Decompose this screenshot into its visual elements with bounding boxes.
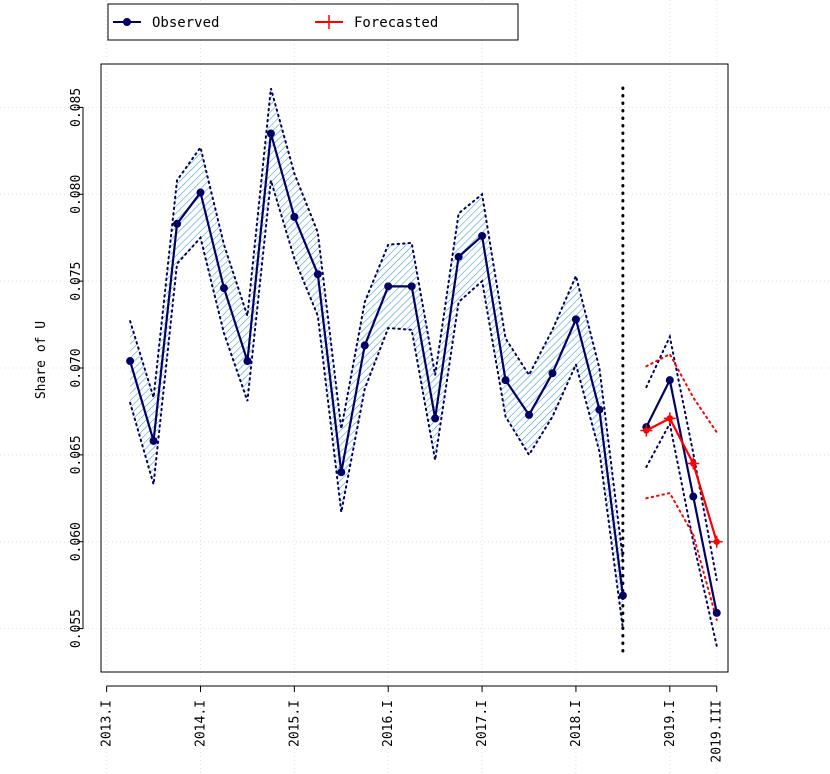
x-tick-label: 2013.I — [100, 700, 115, 747]
y-tick-label: 0.075 — [69, 262, 84, 301]
observed-point — [173, 219, 182, 228]
legend: Observed Forecasted — [107, 3, 519, 41]
observed-point — [478, 231, 487, 240]
observed-point — [501, 376, 510, 385]
y-tick-label: 0.085 — [69, 88, 84, 127]
x-tick-label: 2016.I — [381, 700, 396, 747]
x-tick-label: 2014.I — [193, 700, 208, 747]
y-tick-label: 0.065 — [69, 435, 84, 474]
observed-point — [665, 376, 674, 385]
y-tick-label: 0.060 — [69, 522, 84, 561]
y-tick-label: 0.080 — [69, 175, 84, 214]
band-lower-line — [645, 420, 718, 647]
x-tick-label: 2015.I — [287, 700, 302, 747]
observed-point — [525, 410, 534, 419]
band-lower-line — [129, 180, 624, 630]
observed-point — [266, 129, 275, 138]
forecasted-line — [645, 416, 718, 543]
observed-point — [196, 188, 205, 197]
x-tick-label: 2019.I — [663, 700, 678, 747]
legend-forecasted-label: Forecasted — [354, 15, 438, 31]
observed-point — [243, 357, 252, 366]
observed-point — [689, 492, 698, 501]
observed-point — [407, 282, 416, 291]
band-upper-line — [129, 88, 624, 561]
legend-observed-label: Observed — [152, 15, 219, 31]
plot-frame — [100, 63, 729, 673]
y-axis: 0.055 0.060 0.065 0.070 0.075 0.080 0.085 — [69, 88, 84, 648]
observed-point — [548, 369, 557, 378]
observed-point — [149, 436, 158, 445]
observed-point — [360, 341, 369, 350]
band-upper-line — [645, 352, 718, 434]
series-layer — [126, 86, 723, 654]
observed-point — [219, 284, 228, 293]
y-tick-label: 0.070 — [69, 348, 84, 387]
observed-point — [571, 315, 580, 324]
x-axis: 2013.I 2014.I 2015.I 2016.I 2017.I 2018.I 2019… — [100, 685, 725, 763]
observed-point — [618, 591, 627, 600]
band-upper-line — [645, 333, 718, 581]
observed-line — [645, 376, 718, 614]
y-axis-title: Share of U — [34, 321, 49, 399]
observed-point — [595, 405, 604, 414]
y-tick-label: 0.055 — [69, 609, 84, 648]
observed-point — [712, 608, 721, 617]
x-tick-label: 2018.I — [569, 700, 584, 747]
observed-point — [313, 270, 322, 279]
observed-point — [126, 357, 135, 366]
observed-point — [290, 212, 299, 221]
observed-point — [454, 252, 463, 261]
observed-point — [337, 468, 346, 477]
band-lower-line — [645, 491, 718, 621]
legend-observed-marker — [123, 18, 131, 26]
x-tick-label: 2019.III — [710, 700, 725, 763]
x-tick-label: 2017.I — [475, 700, 490, 747]
legend-box — [107, 3, 519, 41]
observed-point — [431, 414, 440, 423]
observed-point — [384, 282, 393, 291]
observed-line — [129, 133, 624, 596]
